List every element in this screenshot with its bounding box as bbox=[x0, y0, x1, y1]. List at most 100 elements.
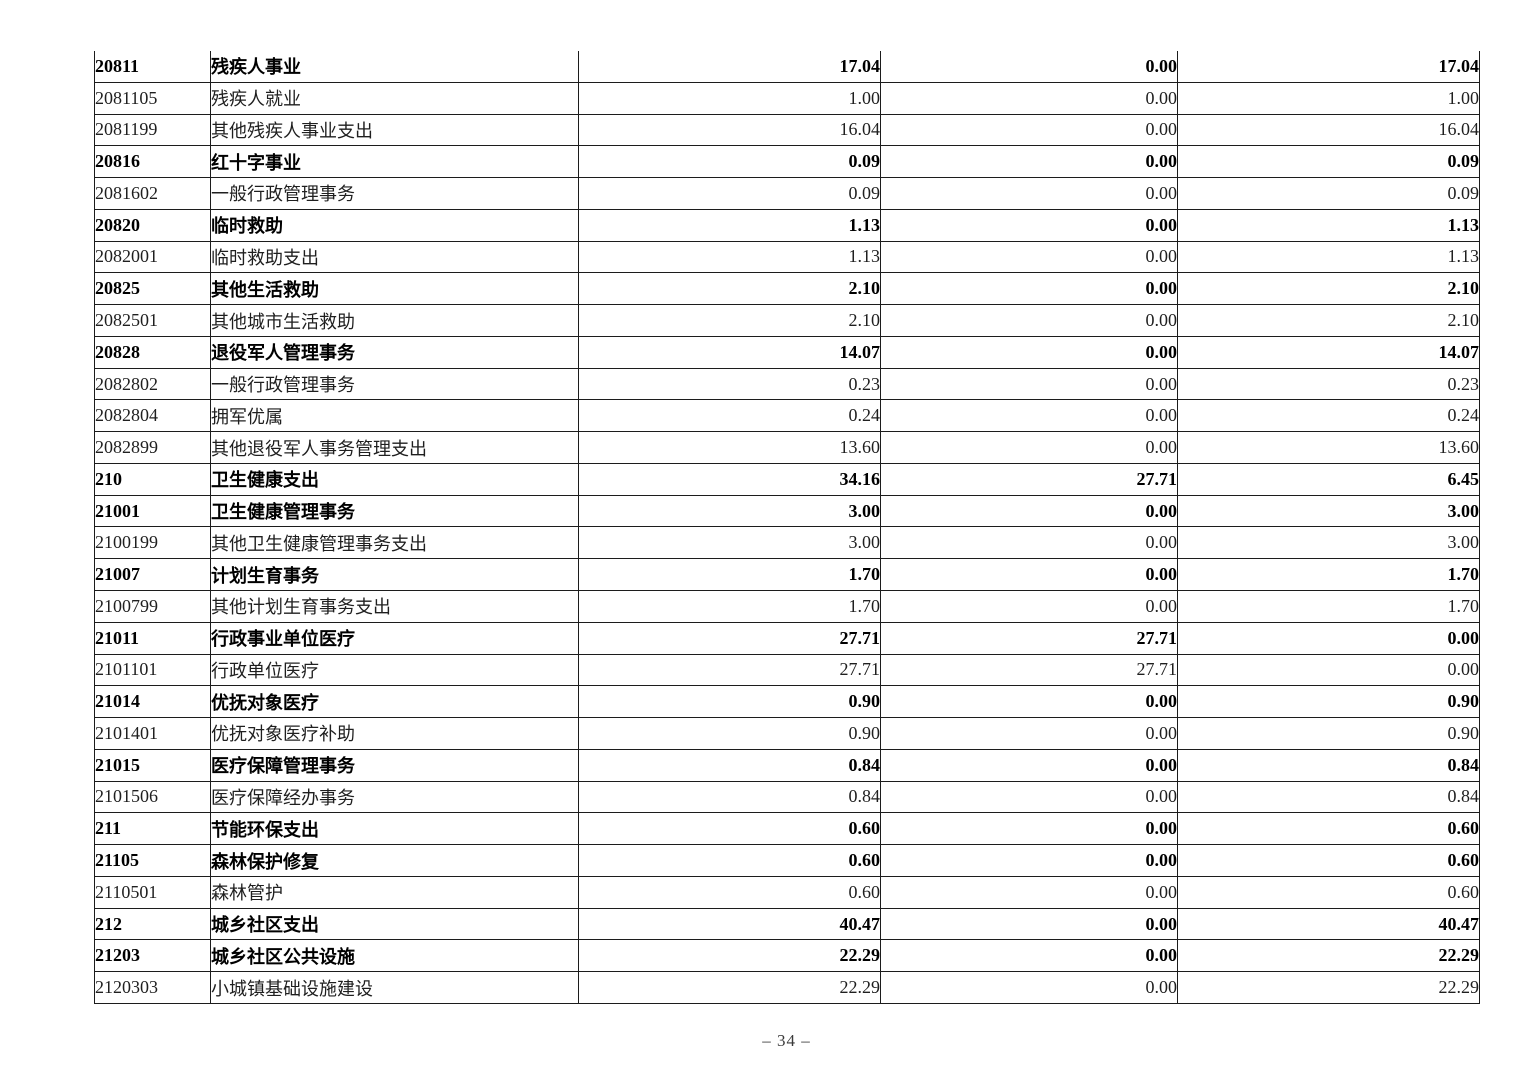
amount-col1-cell: 14.07 bbox=[578, 335, 881, 369]
amount-col2-cell: 0.00 bbox=[880, 208, 1178, 242]
table-row: 2120303 小城镇基础设施建设 22.29 0.00 22.29 bbox=[94, 971, 1480, 1004]
name-cell: 退役军人管理事务 bbox=[210, 335, 579, 369]
amount-col3-cell: 1.70 bbox=[1177, 590, 1480, 623]
code-cell: 21105 bbox=[94, 844, 211, 877]
amount-col3-cell: 3.00 bbox=[1177, 526, 1480, 560]
table-row: 210 卫生健康支出 34.16 27.71 6.45 bbox=[94, 462, 1480, 496]
code-cell: 20816 bbox=[94, 145, 211, 179]
amount-col1-cell: 2.10 bbox=[578, 304, 881, 337]
amount-col3-cell: 2.10 bbox=[1177, 272, 1480, 306]
amount-col2-cell: 0.00 bbox=[880, 590, 1178, 623]
amount-col3-cell: 1.00 bbox=[1177, 81, 1480, 115]
code-cell: 21001 bbox=[94, 494, 211, 528]
amount-col3-cell: 0.90 bbox=[1177, 685, 1480, 719]
amount-col3-cell: 0.60 bbox=[1177, 844, 1480, 877]
amount-col3-cell: 0.00 bbox=[1177, 653, 1480, 687]
code-cell: 20825 bbox=[94, 272, 211, 306]
code-cell: 2081602 bbox=[94, 177, 211, 210]
amount-col1-cell: 0.84 bbox=[578, 748, 881, 782]
amount-col2-cell: 0.00 bbox=[880, 685, 1178, 719]
table-row: 20811 残疾人事业 17.04 0.00 17.04 bbox=[94, 51, 1480, 83]
amount-col1-cell: 34.16 bbox=[578, 462, 881, 496]
name-cell: 森林保护修复 bbox=[210, 844, 579, 877]
code-cell: 20811 bbox=[94, 51, 211, 83]
table-row: 211 节能环保支出 0.60 0.00 0.60 bbox=[94, 812, 1480, 846]
amount-col1-cell: 1.13 bbox=[578, 240, 881, 274]
name-cell: 城乡社区公共设施 bbox=[210, 939, 579, 973]
amount-col2-cell: 0.00 bbox=[880, 971, 1178, 1004]
amount-col3-cell: 0.24 bbox=[1177, 399, 1480, 433]
table-row: 21014 优抚对象医疗 0.90 0.00 0.90 bbox=[94, 685, 1480, 719]
amount-col1-cell: 1.13 bbox=[578, 208, 881, 242]
amount-col1-cell: 17.04 bbox=[578, 51, 881, 83]
amount-col2-cell: 0.00 bbox=[880, 81, 1178, 115]
code-cell: 2082804 bbox=[94, 399, 211, 433]
amount-col1-cell: 0.24 bbox=[578, 399, 881, 433]
amount-col2-cell: 0.00 bbox=[880, 113, 1178, 147]
code-cell: 21011 bbox=[94, 621, 211, 655]
amount-col1-cell: 2.10 bbox=[578, 272, 881, 306]
amount-col2-cell: 0.00 bbox=[880, 367, 1178, 401]
code-cell: 2100799 bbox=[94, 590, 211, 623]
name-cell: 优抚对象医疗 bbox=[210, 685, 579, 719]
amount-col3-cell: 2.10 bbox=[1177, 304, 1480, 337]
table-row: 20816 红十字事业 0.09 0.00 0.09 bbox=[94, 145, 1480, 179]
name-cell: 残疾人事业 bbox=[210, 51, 579, 83]
name-cell: 红十字事业 bbox=[210, 145, 579, 179]
table-row: 21015 医疗保障管理事务 0.84 0.00 0.84 bbox=[94, 748, 1480, 782]
name-cell: 计划生育事务 bbox=[210, 558, 579, 592]
amount-col2-cell: 0.00 bbox=[880, 717, 1178, 750]
amount-col1-cell: 0.90 bbox=[578, 685, 881, 719]
amount-col2-cell: 0.00 bbox=[880, 145, 1178, 179]
code-cell: 210 bbox=[94, 462, 211, 496]
table-row: 20828 退役军人管理事务 14.07 0.00 14.07 bbox=[94, 335, 1480, 369]
amount-col1-cell: 16.04 bbox=[578, 113, 881, 147]
table-row: 21105 森林保护修复 0.60 0.00 0.60 bbox=[94, 844, 1480, 877]
table-row: 2082001 临时救助支出 1.13 0.00 1.13 bbox=[94, 240, 1480, 274]
table-row: 2082804 拥军优属 0.24 0.00 0.24 bbox=[94, 399, 1480, 433]
amount-col2-cell: 0.00 bbox=[880, 304, 1178, 337]
name-cell: 卫生健康支出 bbox=[210, 462, 579, 496]
code-cell: 21014 bbox=[94, 685, 211, 719]
name-cell: 一般行政管理事务 bbox=[210, 177, 579, 210]
amount-col2-cell: 0.00 bbox=[880, 812, 1178, 846]
name-cell: 优抚对象医疗补助 bbox=[210, 717, 579, 750]
table-row: 2082802 一般行政管理事务 0.23 0.00 0.23 bbox=[94, 367, 1480, 401]
name-cell: 节能环保支出 bbox=[210, 812, 579, 846]
name-cell: 卫生健康管理事务 bbox=[210, 494, 579, 528]
amount-col2-cell: 0.00 bbox=[880, 780, 1178, 814]
amount-col2-cell: 0.00 bbox=[880, 335, 1178, 369]
code-cell: 2081199 bbox=[94, 113, 211, 147]
amount-col3-cell: 22.29 bbox=[1177, 939, 1480, 973]
amount-col3-cell: 0.09 bbox=[1177, 177, 1480, 210]
table-row: 20820 临时救助 1.13 0.00 1.13 bbox=[94, 208, 1480, 242]
amount-col1-cell: 0.60 bbox=[578, 875, 881, 909]
amount-col2-cell: 0.00 bbox=[880, 51, 1178, 83]
amount-col3-cell: 13.60 bbox=[1177, 431, 1480, 464]
name-cell: 医疗保障经办事务 bbox=[210, 780, 579, 814]
code-cell: 2081105 bbox=[94, 81, 211, 115]
name-cell: 小城镇基础设施建设 bbox=[210, 971, 579, 1004]
amount-col1-cell: 1.70 bbox=[578, 558, 881, 592]
code-cell: 2110501 bbox=[94, 875, 211, 909]
amount-col1-cell: 0.60 bbox=[578, 844, 881, 877]
name-cell: 其他计划生育事务支出 bbox=[210, 590, 579, 623]
page-number: – 34 – bbox=[762, 1031, 811, 1050]
amount-col3-cell: 0.60 bbox=[1177, 875, 1480, 909]
amount-col1-cell: 0.09 bbox=[578, 145, 881, 179]
name-cell: 森林管护 bbox=[210, 875, 579, 909]
budget-table: 20811 残疾人事业 17.04 0.00 17.04 2081105 残疾人… bbox=[94, 51, 1480, 1004]
code-cell: 212 bbox=[94, 907, 211, 941]
amount-col1-cell: 3.00 bbox=[578, 494, 881, 528]
amount-col3-cell: 6.45 bbox=[1177, 462, 1480, 496]
table-row: 21001 卫生健康管理事务 3.00 0.00 3.00 bbox=[94, 494, 1480, 528]
name-cell: 临时救助 bbox=[210, 208, 579, 242]
amount-col3-cell: 22.29 bbox=[1177, 971, 1480, 1004]
amount-col3-cell: 0.84 bbox=[1177, 748, 1480, 782]
amount-col3-cell: 0.60 bbox=[1177, 812, 1480, 846]
amount-col3-cell: 3.00 bbox=[1177, 494, 1480, 528]
amount-col1-cell: 0.23 bbox=[578, 367, 881, 401]
table-row: 2100799 其他计划生育事务支出 1.70 0.00 1.70 bbox=[94, 590, 1480, 623]
amount-col2-cell: 0.00 bbox=[880, 431, 1178, 464]
amount-col1-cell: 22.29 bbox=[578, 939, 881, 973]
